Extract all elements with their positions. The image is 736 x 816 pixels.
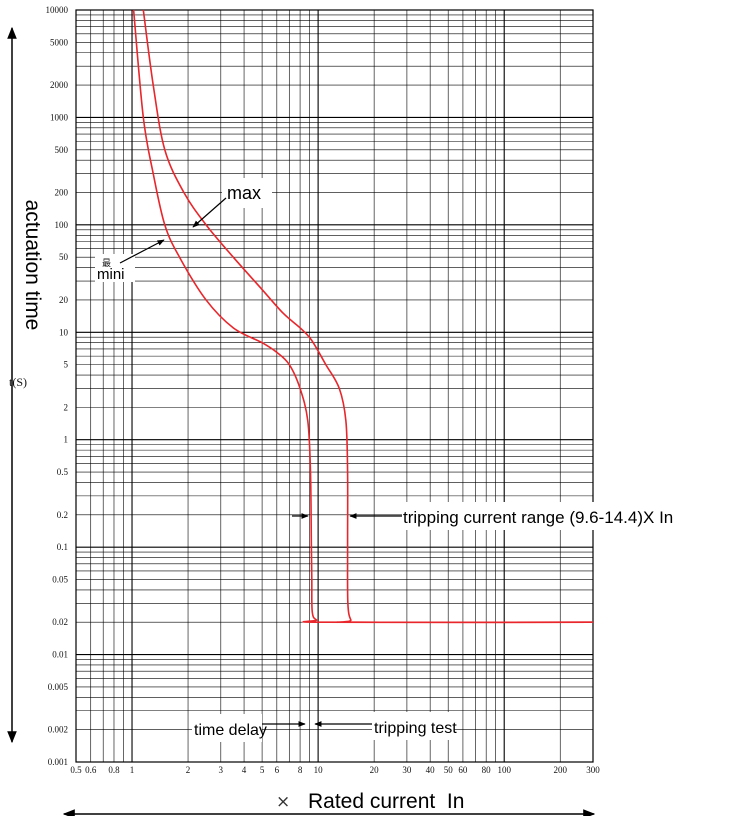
y-tick-label: 0.001 [48, 757, 68, 767]
x-tick-label: 80 [482, 765, 492, 775]
y-axis-label: actuation time [21, 200, 44, 331]
y-tick-label: 0.05 [52, 574, 68, 584]
x-tick-labels: 0.5 0.6 0.8 1 2 3 4 5 6 8 10 20 30 40 50 60 80 100 200 300 [70, 765, 600, 775]
y-tick-label: 1000 [50, 112, 69, 122]
x-axis-prefix: × [276, 792, 290, 812]
y-tick-label: 5000 [50, 37, 69, 47]
y-tick-label: 0.005 [48, 682, 69, 692]
x-tick-label: 8 [298, 765, 303, 775]
y-tick-label: 10000 [46, 5, 69, 15]
y-tick-label: 50 [59, 252, 69, 262]
y-tick-label: 0.5 [57, 467, 69, 477]
y-tick-label: 0.1 [57, 542, 68, 552]
plot-frame [75, 9, 594, 763]
y-tick-label: 200 [55, 188, 69, 198]
y-tick-label: 500 [55, 145, 69, 155]
grid [75, 9, 594, 763]
y-tick-label: 0.002 [48, 725, 68, 735]
x-tick-label: 6 [275, 765, 280, 775]
y-tick-label: 1 [64, 435, 69, 445]
x-tick-label: 10 [314, 765, 324, 775]
y-tick-label: 20 [59, 295, 69, 305]
x-tick-label: 2 [186, 765, 191, 775]
x-tick-label: 50 [444, 765, 454, 775]
x-tick-label: 200 [553, 765, 567, 775]
time-delay-annotation: time delay [192, 714, 306, 742]
x-tick-label: 30 [402, 765, 412, 775]
x-tick-label: 5 [260, 765, 265, 775]
curves [132, 9, 594, 624]
y-tick-label: 5 [64, 360, 69, 370]
tripping-test-annotation: tripping test [314, 712, 457, 740]
x-axis-label: Rated current In [308, 790, 464, 813]
y-tick-label: 2 [64, 402, 69, 412]
x-tick-label: 300 [586, 765, 600, 775]
y-tick-label: 0.02 [52, 617, 68, 627]
x-tick-label: 1 [130, 765, 135, 775]
x-tick-label: 40 [426, 765, 436, 775]
svg-text:最: 最 [102, 258, 111, 269]
svg-text:mini: mini [97, 266, 125, 283]
y-tick-label: 2000 [50, 80, 69, 90]
svg-text:time delay: time delay [194, 722, 267, 739]
x-tick-label: 100 [497, 765, 511, 775]
x-tick-label: 0.8 [108, 765, 120, 775]
svg-text:tripping current range (9.6-14: tripping current range (9.6-14.4)X In [403, 508, 673, 527]
x-tick-label: 60 [458, 765, 468, 775]
mini-annotation: 最 mini [95, 239, 165, 283]
series-line-mini [132, 9, 594, 624]
y-tick-label: 10 [59, 327, 69, 337]
x-tick-label: 0.5 [70, 765, 82, 775]
x-tick-label: 4 [242, 765, 247, 775]
svg-text:max: max [227, 183, 261, 203]
y-tick-label: 0.2 [57, 510, 68, 520]
x-tick-label: 0.6 [85, 765, 97, 775]
max-annotation: max [192, 178, 272, 228]
y-tick-label: 0.01 [52, 650, 68, 660]
tripping-range-annotation: tripping current range (9.6-14.4)X In [292, 502, 728, 530]
svg-text:tripping test: tripping test [374, 720, 457, 737]
x-tick-label: 20 [370, 765, 380, 775]
y-tick-labels: 10000 5000 2000 1000 500 200 100 50 20 10 5 2 1 0.5 0.… [46, 5, 69, 767]
x-tick-label: 3 [219, 765, 224, 775]
y-tick-label: 100 [55, 220, 69, 230]
series-line-max [142, 9, 594, 624]
